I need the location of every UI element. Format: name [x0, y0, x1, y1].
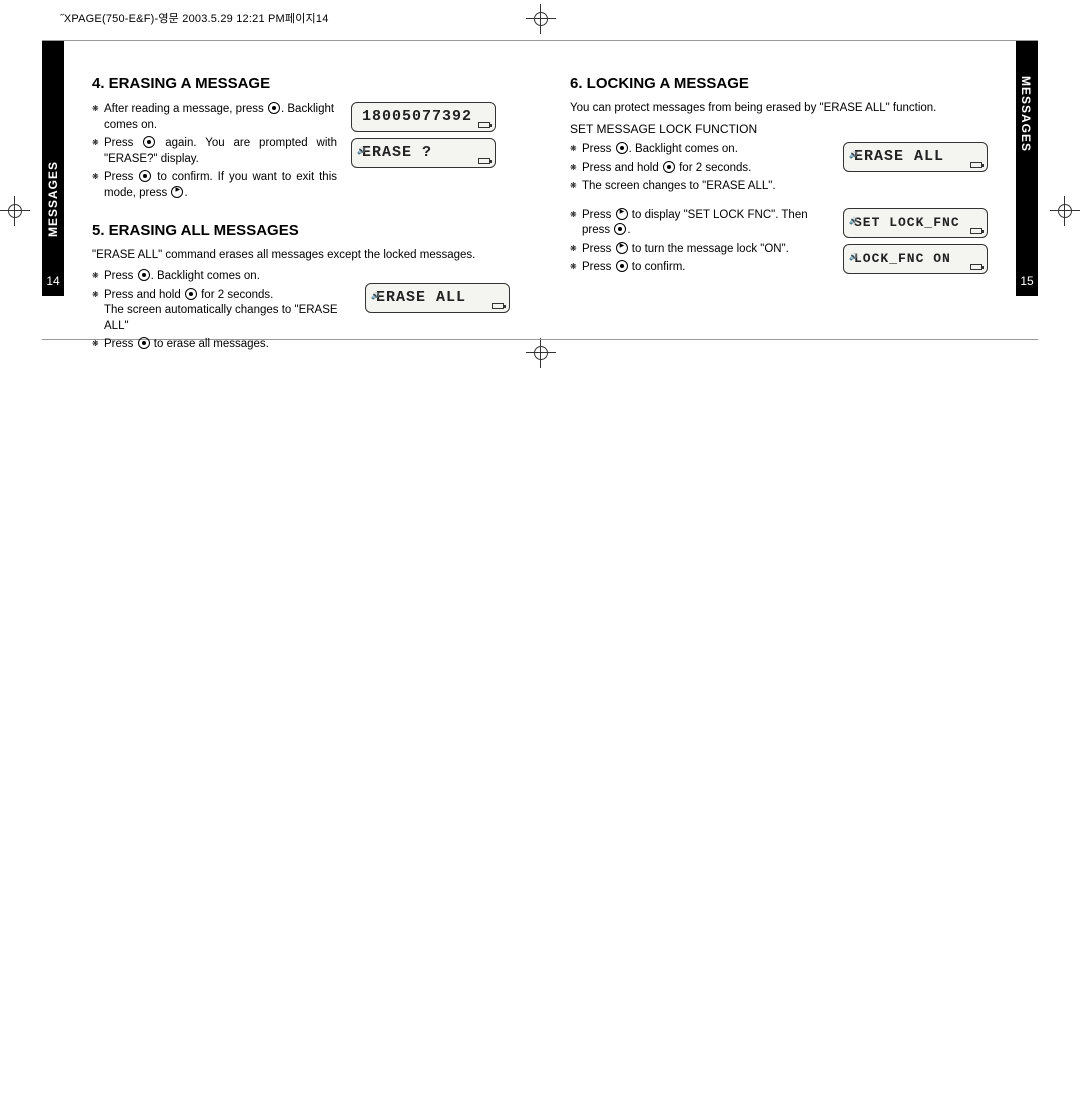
- step-item: Press again. You are prompted with "ERAS…: [92, 136, 337, 167]
- registration-mark: [526, 338, 556, 368]
- page-number-left: 14: [42, 274, 64, 288]
- section-6-subhead: SET MESSAGE LOCK FUNCTION: [570, 122, 988, 136]
- page-spread: MESSAGES 14 4. ERASING A MESSAGE After r…: [42, 40, 1038, 340]
- lcd-display: 18005077392: [351, 102, 496, 132]
- section-5-heading: 5. ERASING ALL MESSAGES: [92, 222, 510, 239]
- step-item: Press to confirm.: [570, 260, 829, 276]
- button-icon: [138, 269, 150, 281]
- step-item: The screen changes to "ERASE ALL".: [570, 179, 829, 195]
- print-header: ˝XPAGE(750-E&F)-영문 2003.5.29 12:21 PM페이지…: [60, 10, 329, 26]
- button-icon: [171, 186, 183, 198]
- right-page: MESSAGES 15 6. LOCKING A MESSAGE You can…: [560, 41, 1038, 341]
- section-tab-left: MESSAGES 14: [42, 41, 64, 296]
- button-icon: [614, 223, 626, 235]
- step-item: Press to erase all messages.: [92, 337, 351, 353]
- step-item: Press . Backlight comes on.: [92, 269, 351, 285]
- lcd-display: ERASE ?: [351, 138, 496, 168]
- button-icon: [139, 170, 151, 182]
- step-item: Press to confirm. If you want to exit th…: [92, 170, 337, 201]
- section-6-steps-a: Press . Backlight comes on. Press and ho…: [570, 142, 829, 195]
- button-icon: [185, 288, 197, 300]
- page-number-right: 15: [1016, 274, 1038, 288]
- registration-mark: [526, 4, 556, 34]
- step-item: Press and hold for 2 seconds.: [570, 161, 829, 177]
- lcd-display: LOCK_FNC ON: [843, 244, 988, 274]
- step-item: Press to display "SET LOCK FNC". Then pr…: [570, 208, 829, 239]
- lcd-display: ERASE ALL: [843, 142, 988, 172]
- section-6-steps-b: Press to display "SET LOCK FNC". Then pr…: [570, 208, 829, 276]
- registration-mark: [1050, 196, 1080, 226]
- lcd-display: ERASE ALL: [365, 283, 510, 313]
- section-6-heading: 6. LOCKING A MESSAGE: [570, 75, 988, 92]
- tab-label: MESSAGES: [1019, 76, 1033, 152]
- button-icon: [138, 337, 150, 349]
- section-4-heading: 4. ERASING A MESSAGE: [92, 75, 510, 92]
- section-5-intro: "ERASE ALL" command erases all messages …: [92, 249, 510, 261]
- tab-label: MESSAGES: [46, 161, 60, 237]
- button-icon: [616, 142, 628, 154]
- section-6-intro: You can protect messages from being eras…: [570, 102, 988, 114]
- button-icon: [616, 260, 628, 272]
- section-tab-right: MESSAGES 15: [1016, 41, 1038, 296]
- button-icon: [143, 136, 155, 148]
- lcd-display: SET LOCK_FNC: [843, 208, 988, 238]
- section-5-steps: Press . Backlight comes on. Press and ho…: [92, 269, 351, 353]
- section-4-steps: After reading a message, press . Backlig…: [92, 102, 337, 201]
- button-icon: [663, 161, 675, 173]
- step-item: After reading a message, press . Backlig…: [92, 102, 337, 133]
- step-item: Press and hold for 2 seconds.The screen …: [92, 288, 351, 335]
- step-item: Press to turn the message lock "ON".: [570, 242, 829, 258]
- button-icon: [268, 102, 280, 114]
- button-icon: [616, 242, 628, 254]
- step-item: Press . Backlight comes on.: [570, 142, 829, 158]
- left-page: MESSAGES 14 4. ERASING A MESSAGE After r…: [42, 41, 520, 341]
- registration-mark: [0, 196, 30, 226]
- button-icon: [616, 208, 628, 220]
